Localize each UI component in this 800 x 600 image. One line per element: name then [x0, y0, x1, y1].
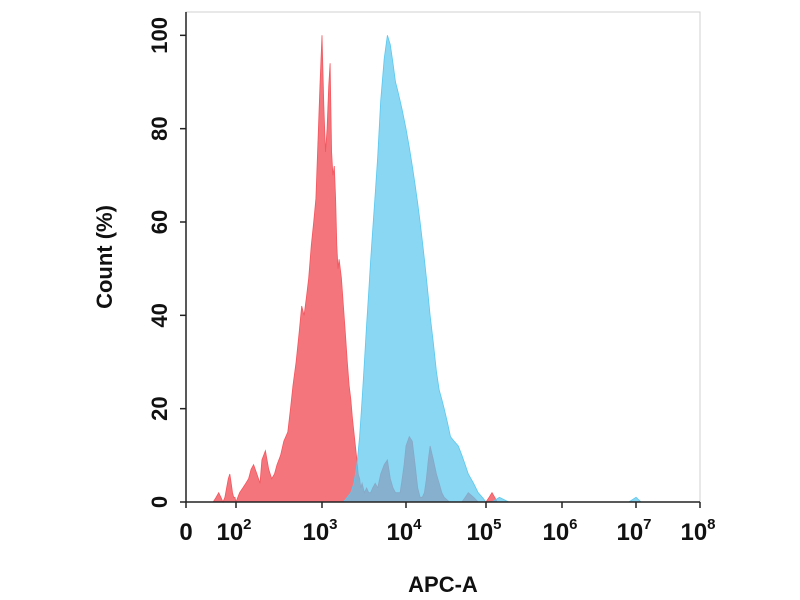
- x-tick-label: 106: [542, 516, 577, 546]
- x-axis-label: APC-A: [408, 572, 478, 597]
- y-axis-label: Count (%): [92, 205, 117, 309]
- x-tick-label: 103: [302, 516, 337, 546]
- y-tick-label: 20: [147, 396, 172, 420]
- x-tick-label: 104: [386, 516, 422, 546]
- x-tick-label: 102: [216, 516, 251, 546]
- y-tick-label: 40: [147, 303, 172, 327]
- x-tick-label: 105: [466, 516, 501, 546]
- y-tick-label: 80: [147, 116, 172, 140]
- y-tick-label: 100: [147, 17, 172, 54]
- y-tick-label: 60: [147, 210, 172, 234]
- series-1-area: [212, 35, 498, 504]
- series-layer: [212, 35, 648, 504]
- y-tick-label: 0: [147, 496, 172, 508]
- x-tick-label: 108: [680, 516, 715, 546]
- x-ticks: 0 102 103 104 105 106 107 108: [179, 502, 716, 546]
- series-2-area: [342, 35, 648, 503]
- y-ticks: 0 20 40 60 80 100: [147, 17, 186, 508]
- x-tick-label: 107: [616, 516, 651, 546]
- x-tick-label: 0: [179, 519, 192, 546]
